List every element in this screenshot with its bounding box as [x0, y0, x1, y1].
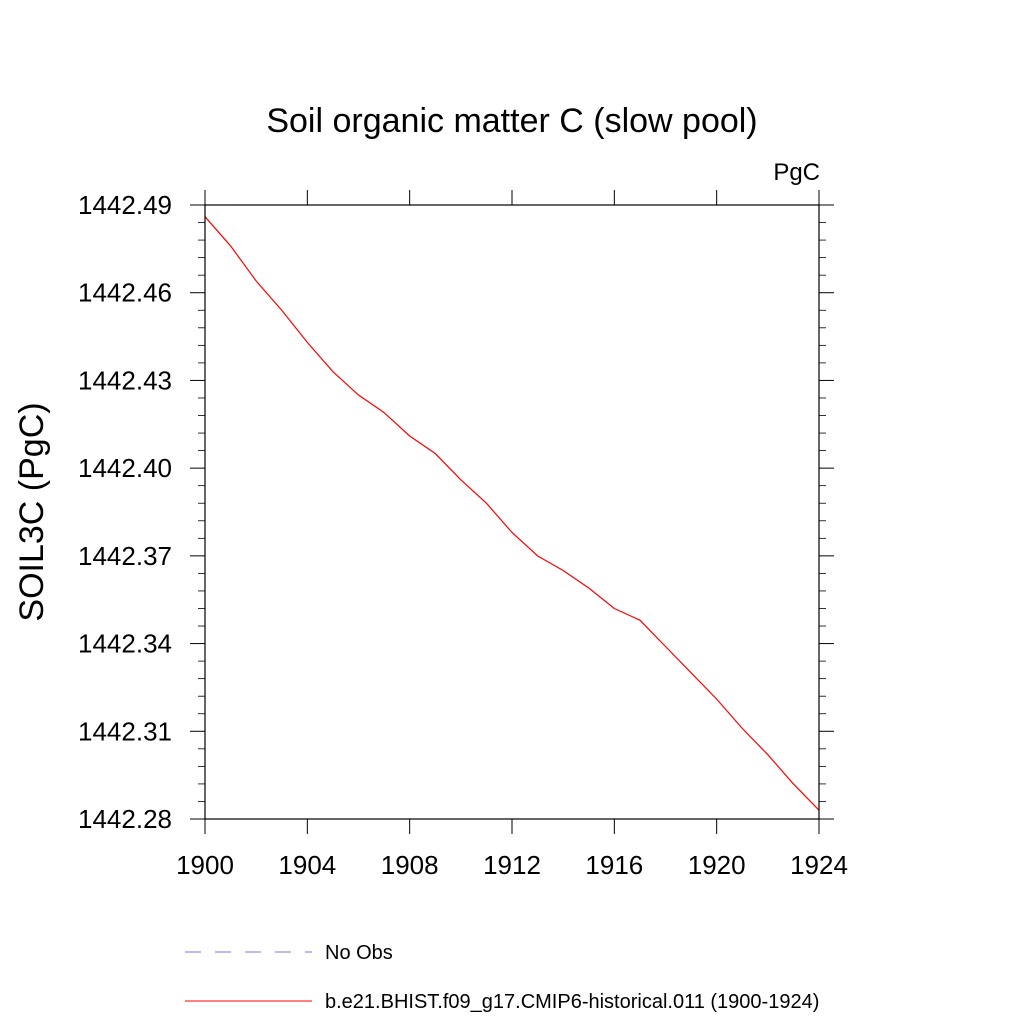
y-tick-label: 1442.43: [78, 365, 172, 395]
legend-label: b.e21.BHIST.f09_g17.CMIP6-historical.011…: [325, 991, 819, 1013]
x-tick-label: 1912: [483, 850, 541, 880]
y-tick-label: 1442.37: [78, 541, 172, 571]
legend-label: No Obs: [325, 942, 393, 964]
x-tick-label: 1904: [278, 850, 336, 880]
y-tick-label: 1442.46: [78, 278, 172, 308]
y-tick-label: 1442.49: [78, 190, 172, 220]
x-tick-label: 1916: [585, 850, 643, 880]
plot-frame: [204, 204, 820, 820]
y-axis-label: SOIL3C (PgC): [13, 402, 51, 621]
x-tick-label: 1900: [176, 850, 234, 880]
units-label: PgC: [773, 159, 820, 186]
y-tick-label: 1442.34: [78, 629, 172, 659]
legend: No Obs b.e21.BHIST.f09_g17.CMIP6-historic…: [185, 942, 819, 1013]
x-tick-label: 1908: [381, 850, 439, 880]
ticks-layer: [190, 190, 834, 834]
series-line: [204, 216, 820, 811]
y-tick-label: 1442.31: [78, 716, 172, 746]
x-tick-label: 1924: [790, 850, 848, 880]
y-tick-label: 1442.40: [78, 453, 172, 483]
series-layer: [204, 216, 820, 811]
tick-labels-layer: 1900 1904 1908 1912 1916 1920 1924 1442.28 1442.…: [78, 190, 848, 880]
chart-title: Soil organic matter C (slow pool): [266, 102, 757, 140]
x-tick-label: 1920: [688, 850, 746, 880]
y-tick-label: 1442.28: [78, 804, 172, 834]
